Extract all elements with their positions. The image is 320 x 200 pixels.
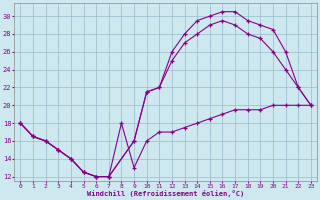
X-axis label: Windchill (Refroidissement éolien,°C): Windchill (Refroidissement éolien,°C) xyxy=(87,190,244,197)
